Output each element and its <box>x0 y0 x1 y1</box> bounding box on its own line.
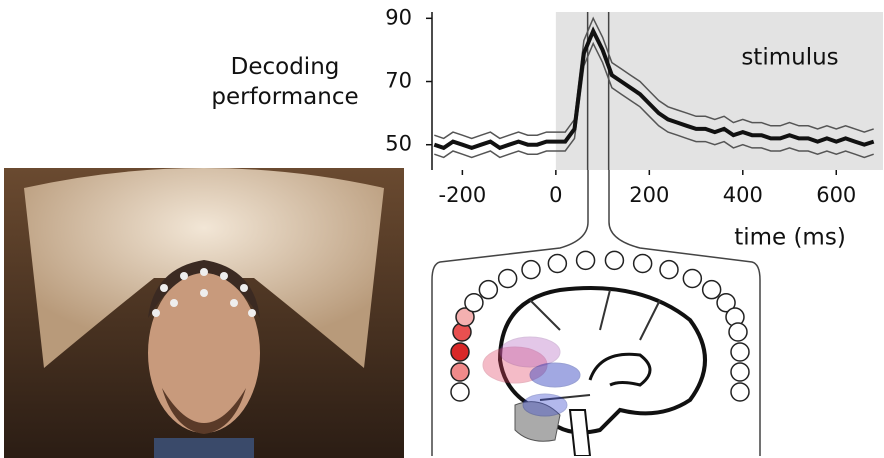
sensor <box>605 251 623 269</box>
source-purple <box>500 337 560 367</box>
source-blue-low <box>523 394 567 416</box>
plot: stimulus 50 70 90 -200 0 200 400 600 time (ms) <box>385 5 883 250</box>
sensor <box>522 261 540 279</box>
sensor <box>703 281 721 299</box>
sensor <box>451 383 469 401</box>
sensor <box>731 383 749 401</box>
sensor <box>660 261 678 279</box>
x-tick-label: 0 <box>549 183 562 207</box>
sensor <box>731 343 749 361</box>
sensor <box>451 363 469 381</box>
sensor <box>731 363 749 381</box>
annotation: stimulus <box>741 45 838 71</box>
sensor <box>729 323 747 341</box>
stimulus-region <box>556 12 883 170</box>
sensor <box>479 281 497 299</box>
sensor <box>499 269 517 287</box>
x-tick-label: 400 <box>723 183 763 207</box>
sensor <box>577 251 595 269</box>
sensor <box>465 294 483 312</box>
source-blue <box>530 363 580 387</box>
x-tick-label: 600 <box>816 183 856 207</box>
chart: stimulus 50 70 90 -200 0 200 400 600 time (ms) <box>0 0 884 456</box>
x-tick-label: -200 <box>439 183 487 207</box>
y-tick-label: 70 <box>385 69 412 93</box>
sensor <box>683 269 701 287</box>
sensor <box>451 343 469 361</box>
figure: Decoding performance stimulus507090-2000… <box>0 0 884 456</box>
sensor <box>548 255 566 273</box>
y-tick-label: 50 <box>385 132 412 156</box>
x-tick-label: 200 <box>629 183 669 207</box>
y-tick-label: 90 <box>385 5 412 29</box>
x-axis-label: time (ms) <box>734 225 846 251</box>
sensor <box>634 255 652 273</box>
brain-diagram <box>483 288 705 456</box>
